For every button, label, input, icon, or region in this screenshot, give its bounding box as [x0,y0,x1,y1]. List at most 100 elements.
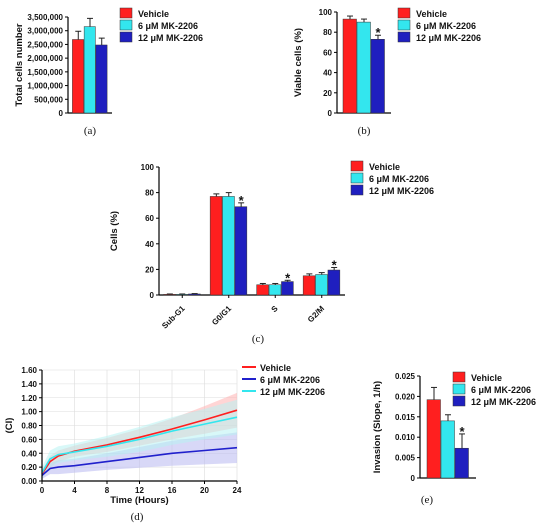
y-tick-label: 80 [145,189,154,198]
y-axis-label: (CI) [4,418,15,434]
bar-c-1-2 [268,284,282,296]
panel-caption: (c) [252,333,265,345]
y-tick-label: 1.00 [21,408,37,417]
y-tick-label: 60 [323,48,332,57]
legend-swatch [397,19,411,31]
y-tick-label: 0.005 [395,454,416,463]
x-axis-label: Time (Hours) [110,495,168,506]
bar-a-1-0 [83,26,96,114]
x-tick-label: 8 [105,486,110,495]
legend-label: 6 μM MK-2206 [369,174,429,184]
y-tick-label: 100 [319,8,333,17]
plot-area-a [68,17,112,114]
legend-swatch [350,184,364,196]
bar-b-2-0 [370,39,385,114]
legend-swatch [350,172,364,184]
bar-a-0-0 [72,39,84,114]
error-band-1 [42,432,237,479]
legend-label: Vehicle [138,9,169,19]
legend-label: 12 μM MK-2206 [416,33,481,43]
plot-area-b: * [337,15,391,114]
legend-label: Vehicle [260,363,291,373]
bar-c-0-3 [302,275,316,296]
y-axis-label: Total cells number [14,23,25,107]
legend-swatch [397,31,411,43]
x-tick-label: G2/M [306,304,326,324]
panel-caption: (b) [358,125,371,137]
plot-area-d: 0 4 8 12 16 20 24 Time (Hours) [40,369,242,506]
legend-swatch [119,31,133,43]
y-tick-label: 3,000,000 [27,27,63,36]
bar-b-0-0 [342,18,357,114]
legend-a: Vehicle 6 μM MK-2206 12 μM MK-2206 [119,7,203,43]
bar-c-2-1 [234,206,248,296]
legend-swatch [452,371,466,383]
y-tick-label: 1.60 [21,366,37,375]
y-tick-label: 1.20 [21,394,37,403]
x-tick-label: 12 [135,486,144,495]
y-tick-label: 100 [141,163,155,172]
y-tick-label: 1,000,000 [27,82,63,91]
x-tick-label: Sub-G1 [160,304,187,331]
x-tick-label: 4 [72,486,77,495]
bar-c-1-3 [315,274,328,296]
y-tick-label: 0.20 [21,463,37,472]
legend-swatch [119,19,133,31]
y-tick-label: 40 [145,240,154,249]
legend-label: 12 μM MK-2206 [369,186,434,196]
x-tick-label: 0 [40,486,45,495]
y-tick-label: 0.025 [395,372,416,381]
legend-label: 12 μM MK-2206 [471,397,536,407]
y-tick-label: 60 [145,214,154,223]
y-axis-a: 0 500,000 1,000,000 1,500,000 2,000,000 2,500… [14,13,69,118]
x-tick-label: S [270,304,281,315]
y-axis-e: 0 0.005 0.010 0.015 0.020 0.025 Invasion (Slop… [372,372,421,483]
legend-label: 6 μM MK-2206 [416,21,476,31]
y-tick-label: 0 [328,109,333,118]
legend-label: 6 μM MK-2206 [260,375,320,385]
y-tick-label: 2,000,000 [27,54,63,63]
significance-marker: * [285,270,291,285]
y-tick-label: 0.015 [395,413,416,422]
series-line-2 [41,416,238,474]
legend-swatch [350,160,364,172]
bar-e-2-0 [454,447,469,479]
legend-label: 12 μM MK-2206 [138,33,203,43]
x-tick-label: 24 [233,486,242,495]
y-axis-label: Invasion (Slope, 1/h) [372,381,383,473]
y-tick-label: 0.010 [395,433,416,442]
y-tick-label: 1,500,000 [27,68,63,77]
y-tick-label: 0.40 [21,449,37,458]
legend-e: Vehicle 6 μM MK-2206 12 μM MK-2206 [452,371,536,407]
y-axis-b: 0 20 40 60 80 100 Viable cells (%) [293,8,338,118]
bar-c-2-3 [327,269,341,296]
legend-swatch [119,7,133,19]
bar-b-1-0 [356,21,371,114]
y-tick-label: 0.020 [395,392,416,401]
significance-marker: * [332,257,338,272]
x-tick-label: 20 [200,486,209,495]
y-tick-label: 0 [150,291,155,300]
legend-swatch [397,7,411,19]
y-tick-label: 2,500,000 [27,40,63,49]
y-axis-label: Viable cells (%) [293,28,304,97]
panel-caption: (d) [131,511,144,523]
legend-label: 12 μM MK-2206 [260,387,325,397]
plot-area-e: * [420,386,476,479]
y-tick-label: 40 [323,69,332,78]
legend-d: Vehicle 6 μM MK-2206 12 μM MK-2206 [242,363,325,397]
bar-c-0-1 [209,196,223,296]
bar-c-1-1 [222,196,235,296]
panel-caption: (a) [84,125,97,137]
y-axis-c: 0 20 40 60 80 100 Cells (%) [109,163,160,300]
series-line-0 [41,409,238,475]
significance-marker: * [375,25,381,40]
y-tick-label: 0.60 [21,435,37,444]
y-tick-label: 80 [323,28,332,37]
legend-label: Vehicle [416,9,447,19]
series-line-1 [41,446,238,477]
x-tick-label: 16 [168,486,177,495]
legend-label: 6 μM MK-2206 [471,385,531,395]
y-tick-label: 0 [59,109,64,118]
